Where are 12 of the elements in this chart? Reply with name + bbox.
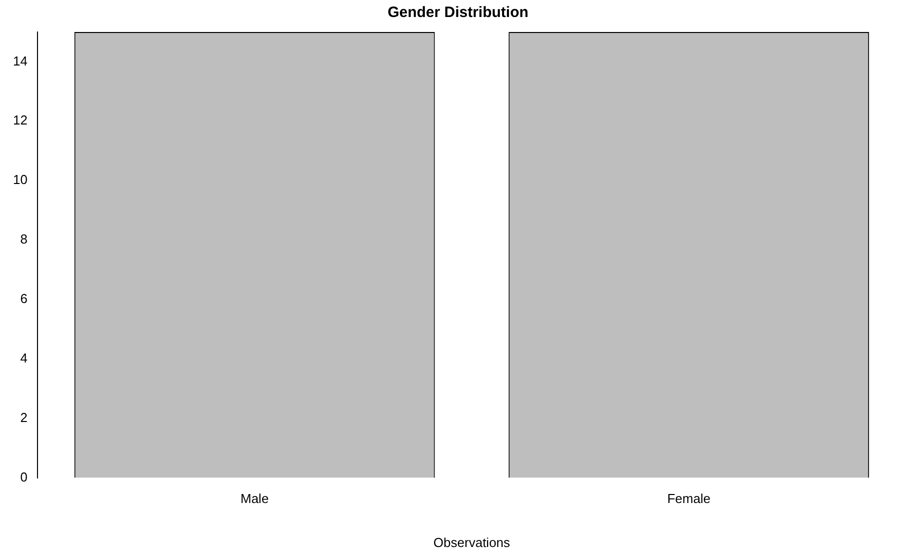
y-tick-label: 10	[12, 172, 28, 188]
x-axis-title: Observations	[433, 534, 511, 550]
y-tick-label: 2	[20, 410, 28, 425]
y-tick-label: 12	[12, 112, 28, 128]
y-tick-label: 0	[20, 469, 28, 484]
chart-title: Gender Distribution	[388, 4, 528, 22]
x-tick-label: Female	[667, 491, 711, 506]
y-tick-label: 4	[20, 350, 28, 366]
y-tick-label: 14	[12, 53, 28, 68]
y-tick-label: 6	[20, 291, 28, 306]
x-tick-label: Male	[240, 491, 269, 506]
y-tick-label: 8	[20, 232, 28, 247]
